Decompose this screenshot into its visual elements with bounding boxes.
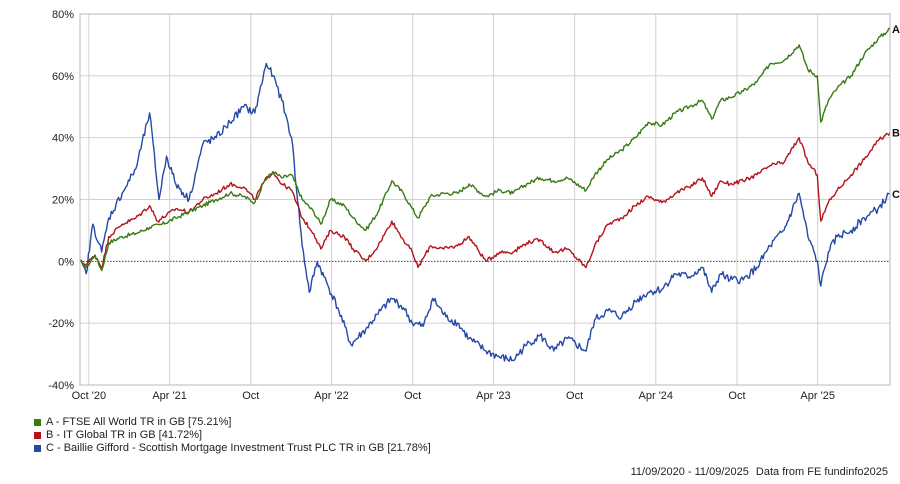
plot-frame — [79, 13, 891, 386]
chart-footer: 11/09/2020 - 11/09/2025 Data from FE fun… — [631, 466, 888, 478]
x-tick-label: Oct — [242, 390, 259, 402]
x-tick-label: Apr '24 — [639, 390, 674, 402]
y-tick-label: 0% — [58, 256, 74, 268]
plot-border — [79, 13, 891, 386]
y-tick-label: -40% — [48, 380, 74, 392]
axis-ticks: -40% -20% 0% 20% 40% 60% 80% Oct '20 Apr '21 Oct A… — [48, 9, 835, 402]
footer-source: Data from FE fundinfo2025 — [755, 466, 888, 478]
x-tick-label: Oct — [728, 390, 745, 402]
footer-date-range: 11/09/2020 - 11/09/2025 — [630, 466, 749, 478]
x-tick-label: Oct — [404, 390, 421, 402]
x-tick-label: Apr '21 — [152, 390, 187, 402]
y-tick-label: 20% — [52, 195, 74, 207]
x-tick-label: Apr '23 — [476, 390, 511, 402]
chart-grid — [80, 13, 890, 386]
y-tick-label: 60% — [52, 71, 74, 83]
legend-label-c: C - Baillie Gifford - Scottish Mortgage … — [46, 442, 431, 454]
x-tick-label: Oct '20 — [72, 390, 107, 402]
legend: A - FTSE All World TR in GB [75.21%] B -… — [34, 416, 431, 455]
series-end-label-c: C — [892, 189, 900, 201]
series-line-b — [79, 132, 891, 269]
y-tick-label: 80% — [52, 9, 74, 21]
legend-item-b: B - IT Global TR in GB [41.72%] — [34, 429, 431, 442]
legend-swatch-b — [34, 432, 41, 439]
y-tick-label: 40% — [52, 133, 74, 145]
x-tick-label: Apr '22 — [314, 390, 349, 402]
series-end-label-a: A — [892, 24, 900, 36]
legend-item-c: C - Baillie Gifford - Scottish Mortgage … — [34, 442, 431, 455]
series-end-label-b: B — [892, 127, 900, 139]
series-line-a — [79, 27, 891, 272]
x-tick-label: Apr '25 — [800, 390, 835, 402]
legend-label-a: A - FTSE All World TR in GB [75.21%] — [46, 416, 232, 428]
series-line-c — [79, 62, 891, 362]
legend-swatch-c — [34, 445, 41, 452]
legend-item-a: A - FTSE All World TR in GB [75.21%] — [34, 416, 431, 429]
chart: -40% -20% 0% 20% 40% 60% 80% Oct '20 Apr '21 Oct A… — [48, 9, 900, 402]
x-tick-label: Oct — [566, 390, 583, 402]
chart-series: C B A — [79, 24, 900, 362]
legend-swatch-a — [34, 419, 41, 426]
y-tick-label: -20% — [48, 318, 74, 330]
legend-label-b: B - IT Global TR in GB [41.72%] — [46, 429, 203, 441]
